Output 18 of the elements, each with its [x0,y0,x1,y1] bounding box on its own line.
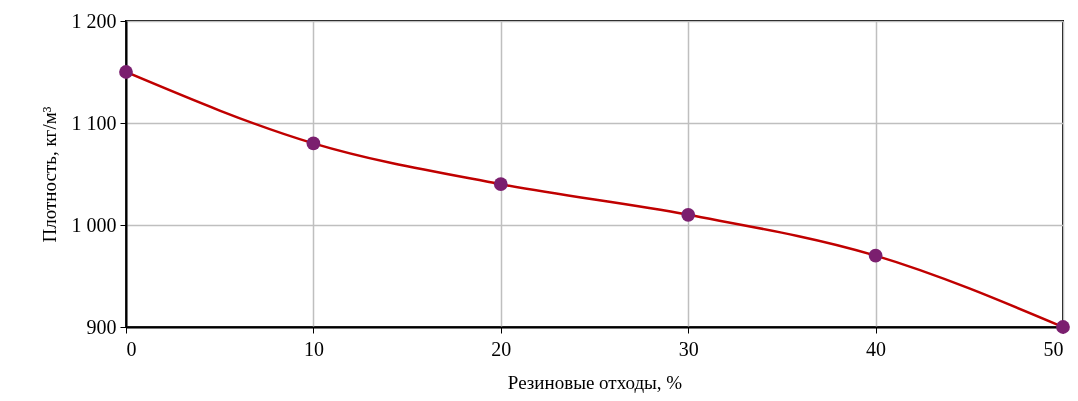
y-axis-title: Плотность, кг/м³ [38,106,60,243]
x-tick-label: 30 [678,337,699,360]
point [1056,320,1070,334]
point [868,248,883,263]
x-tick-label: 20 [491,337,512,360]
point [681,207,696,222]
y-tick-label: 1 000 [71,213,117,236]
y-tick-label: 900 [86,315,117,338]
y-tick-label: 1 200 [71,9,117,32]
x-tick-label: 0 [126,337,137,360]
point [493,177,508,192]
x-tick-label: 10 [303,337,324,360]
y-tick-label: 1 100 [71,111,117,134]
x-axis-title: Резиновые отходы, % [507,371,683,393]
x-tick-label: 50 [1043,337,1064,360]
x-tick-label: 40 [866,337,887,360]
point [119,65,133,79]
point [306,136,321,151]
